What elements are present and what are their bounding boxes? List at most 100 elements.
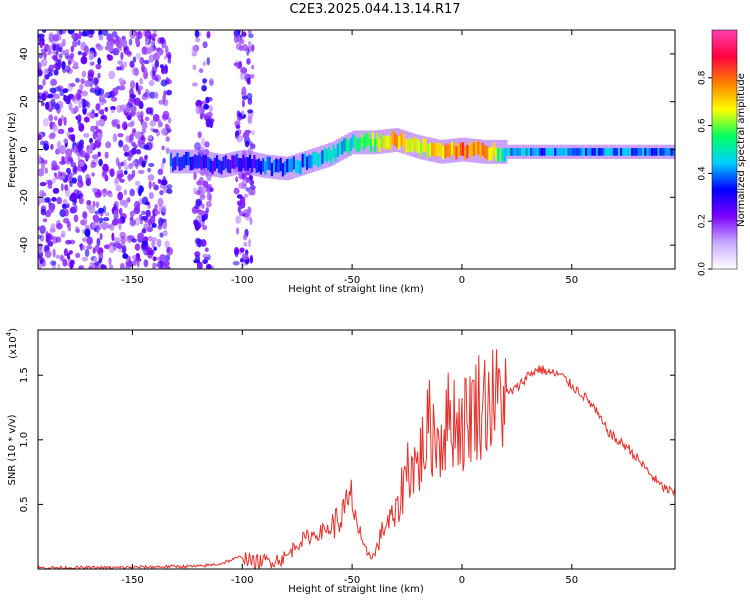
spectrogram-noise-cell (41, 162, 45, 171)
spectrogram-noise-cell (79, 83, 84, 91)
spectrogram-noise-cell (113, 237, 121, 244)
spectrogram-ridge-cell (378, 138, 381, 152)
spectrogram-noise-cell (132, 56, 137, 63)
spectrogram-noise-cell (109, 168, 115, 178)
spectrogram-noise-cell (118, 77, 124, 83)
spectrogram-noise-cell (78, 160, 85, 167)
spectrogram-noise-cell (45, 179, 53, 185)
spectrogram-noise-cell (44, 211, 51, 218)
spectrogram-ridge-cell (431, 142, 434, 157)
spectrogram-noise-cell (128, 135, 133, 144)
snr-ytick-label: 0.5 (19, 496, 30, 512)
spectrogram-noise-cell (69, 260, 74, 269)
spectrogram-xtick-label: 0 (459, 275, 465, 286)
spectrogram-ridge-cell (666, 148, 669, 156)
spectrogram-noise-cell (161, 145, 165, 151)
spectrogram-ytick-label: 20 (19, 95, 30, 108)
spectrogram-noise-cell (131, 238, 137, 243)
spectrogram-noise-cell (53, 93, 61, 100)
spectrogram-ridge-cell (628, 148, 632, 156)
spectrogram-noise-cell (193, 172, 197, 180)
spectrogram-noise-cell (39, 41, 44, 49)
spectrogram-noise-cell (96, 222, 103, 230)
spectrogram-noise-cell (141, 63, 145, 73)
spectrogram-noise-cell (95, 43, 101, 48)
spectrogram-ridge-cell (376, 133, 379, 147)
spectrogram-noise-cell (96, 237, 101, 247)
spectrogram-ridge-cell (371, 132, 375, 146)
spectrogram-noise-cell (77, 39, 81, 46)
spectrogram-noise-cell (199, 194, 206, 200)
spectrogram-ridge-cell (615, 148, 618, 156)
spectrogram-noise-cell (191, 82, 198, 87)
spectrogram-noise-cell (156, 238, 162, 248)
spectrogram-ridge-cell (301, 154, 304, 168)
spectrogram-ridge-cell (242, 154, 245, 169)
spectrogram-noise-cell (151, 240, 156, 249)
spectrogram-ridge-cell (268, 156, 271, 171)
spectrogram-ridge-cell (664, 148, 667, 156)
spectrogram-ridge-cell (387, 134, 390, 149)
spectrogram-noise-cell (151, 36, 156, 42)
spectrogram-ridge-cell (523, 148, 526, 156)
spectrogram-noise-cell (39, 225, 46, 234)
spectrogram-ridge-cell (558, 148, 561, 156)
spectrogram-ridge-cell (358, 137, 361, 151)
spectrogram-noise-cell (38, 68, 43, 77)
spectrogram-noise-cell (195, 215, 202, 221)
spectrogram-noise-cell (38, 226, 41, 231)
spectrogram-noise-cell (137, 232, 144, 240)
spectrogram-noise-cell (235, 215, 242, 224)
spectrogram-noise-cell (64, 208, 69, 217)
spectrogram-noise-cell (124, 170, 128, 175)
spectrogram-ridge-cell (202, 155, 205, 169)
spectrogram-noise-cell (86, 245, 93, 250)
spectrogram-noise-cell (105, 212, 110, 217)
spectrogram-ytick-label: -20 (19, 189, 30, 205)
spectrogram-noise-cell (71, 177, 78, 184)
spectrogram-noise-cell (118, 85, 126, 91)
spectrogram-noise-cell (138, 138, 141, 147)
spectrogram-noise-cell (95, 63, 102, 70)
spectrogram-noise-cell (143, 59, 150, 65)
spectrogram-ridge-cell (510, 148, 513, 156)
spectrogram-ridge-cell (655, 148, 658, 156)
spectrogram-ridge-cell (393, 132, 396, 147)
spectrogram-noise-cell (52, 43, 57, 51)
spectrogram-noise-cell (104, 151, 109, 159)
spectrogram-noise-cell (236, 135, 243, 143)
spectrogram-noise-cell (235, 176, 239, 183)
spectrogram-noise-cell (248, 174, 253, 181)
spectrogram-noise-cell (104, 244, 111, 249)
spectrogram-noise-cell (93, 50, 97, 58)
spectrogram-noise-cell (69, 239, 76, 245)
spectrogram-noise-cell (54, 175, 62, 180)
spectrogram-noise-cell (82, 99, 89, 108)
spectrogram-noise-cell (116, 105, 123, 113)
spectrogram-noise-cell (75, 252, 81, 259)
spectrogram-noise-cell (97, 151, 101, 157)
spectrogram-noise-cell (148, 235, 153, 242)
spectrogram-noise-cell (246, 92, 253, 101)
spectrogram-ridge-cell (525, 148, 528, 156)
spectrogram-noise-cell (39, 182, 47, 187)
spectrogram-noise-cell (79, 149, 87, 158)
spectrogram-noise-cell (58, 53, 63, 59)
spectrogram-ridge-cell (589, 148, 592, 156)
spectrogram-noise-cell (40, 58, 48, 67)
spectrogram-ridge-cell (404, 139, 407, 153)
spectrogram-ridge-cell (178, 157, 181, 171)
spectrogram-noise-cell (159, 190, 164, 196)
chart-title: C2E3.2025.044.13.14.R17 (289, 2, 461, 17)
spectrogram-ridge-cell (565, 148, 568, 156)
spectrogram-noise-cell (206, 175, 212, 181)
spectrogram-ridge-cell (426, 144, 429, 158)
spectrogram-noise-cell (234, 120, 241, 127)
spectrogram-noise-cell (74, 226, 80, 233)
spectrogram-noise-cell (55, 34, 62, 41)
spectrogram-noise-cell (42, 78, 46, 87)
spectrogram-ridge-cell (220, 161, 223, 175)
spectrogram-noise-cell (159, 37, 165, 44)
spectrogram-noise-cell (68, 226, 71, 232)
spectrogram-noise-cell (110, 108, 115, 114)
